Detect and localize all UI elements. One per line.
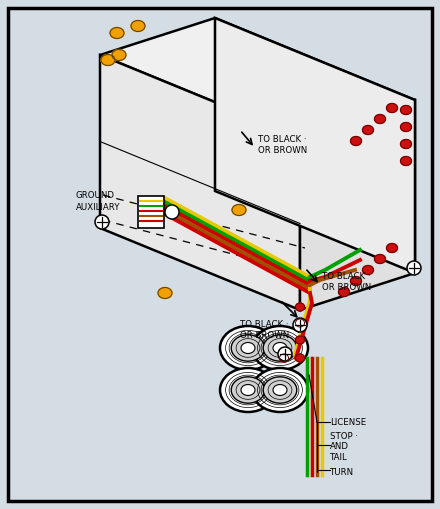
Ellipse shape [363,266,374,274]
Ellipse shape [400,123,411,131]
Polygon shape [100,55,300,310]
Ellipse shape [252,326,308,370]
Ellipse shape [400,156,411,165]
Ellipse shape [386,103,397,112]
Text: TURN: TURN [330,468,354,477]
FancyBboxPatch shape [138,196,164,228]
Circle shape [95,215,109,229]
Ellipse shape [131,20,145,32]
Text: TO BLACK ·
OR BROWN: TO BLACK · OR BROWN [322,272,371,292]
Ellipse shape [338,288,349,297]
Ellipse shape [232,205,246,215]
Ellipse shape [296,354,304,362]
Ellipse shape [110,27,124,39]
Ellipse shape [220,368,276,412]
Text: TO BLACK ·
OR BROWN: TO BLACK · OR BROWN [240,320,289,340]
Ellipse shape [273,343,287,353]
Ellipse shape [241,343,255,353]
Circle shape [165,205,179,219]
Polygon shape [100,18,415,137]
Ellipse shape [279,354,289,362]
Ellipse shape [296,303,304,311]
Ellipse shape [296,336,304,344]
Ellipse shape [263,335,297,361]
Circle shape [293,318,307,332]
Ellipse shape [263,377,297,403]
Text: LICENSE: LICENSE [330,418,366,427]
Polygon shape [300,100,415,310]
Text: GROUND: GROUND [76,191,115,201]
Ellipse shape [363,126,374,134]
Ellipse shape [252,368,308,412]
Ellipse shape [296,319,304,327]
Ellipse shape [158,288,172,298]
Ellipse shape [112,49,126,61]
Ellipse shape [400,139,411,149]
Ellipse shape [374,115,385,124]
Ellipse shape [374,254,385,264]
Polygon shape [215,18,415,273]
Ellipse shape [220,326,276,370]
Text: STOP ·
AND
TAIL: STOP · AND TAIL [330,432,358,462]
Ellipse shape [241,384,255,395]
Text: AUXILIARY: AUXILIARY [76,203,121,212]
Circle shape [407,261,421,275]
Ellipse shape [231,335,265,361]
Text: TO BLACK ·
OR BROWN: TO BLACK · OR BROWN [258,135,307,155]
Ellipse shape [351,136,362,146]
Ellipse shape [101,54,115,66]
Ellipse shape [351,276,362,286]
Circle shape [278,347,292,361]
Ellipse shape [400,105,411,115]
Ellipse shape [231,377,265,403]
Ellipse shape [386,243,397,252]
Ellipse shape [273,384,287,395]
